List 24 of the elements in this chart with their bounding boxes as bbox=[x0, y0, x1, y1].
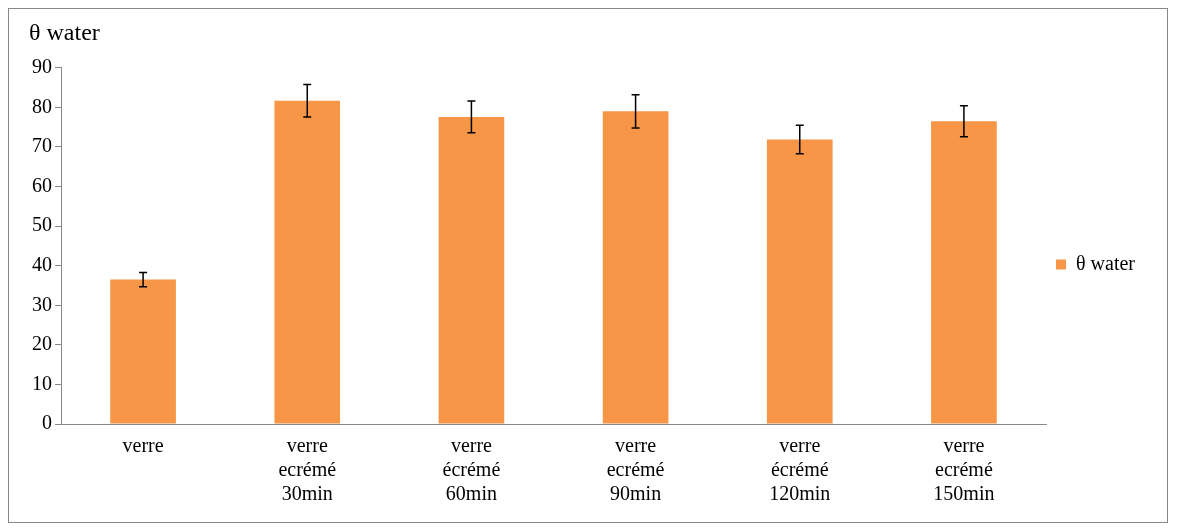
x-tick-label: verre écrémé 60min bbox=[442, 434, 501, 505]
y-tick-label: 80 bbox=[32, 94, 52, 117]
y-tick-label: 70 bbox=[32, 134, 52, 157]
y-tick-label: 10 bbox=[32, 371, 52, 394]
chart-title: θ water bbox=[29, 18, 100, 45]
y-tick-label: 50 bbox=[32, 213, 52, 236]
y-tick-label: 30 bbox=[32, 292, 52, 315]
x-tick-label: verre ecrémé 30min bbox=[278, 434, 337, 505]
x-tick-label: verre ecrémé 150min bbox=[933, 434, 995, 505]
y-tick-label: 20 bbox=[32, 332, 52, 355]
x-tick-label: verre ecrémé 90min bbox=[606, 434, 665, 505]
bar bbox=[602, 111, 669, 424]
y-tick-label: 40 bbox=[32, 252, 52, 275]
x-tick-label: verre bbox=[122, 434, 164, 457]
bar bbox=[766, 139, 833, 424]
bar bbox=[438, 116, 505, 424]
bar bbox=[274, 100, 341, 424]
legend-label: θ water bbox=[1076, 251, 1136, 274]
bar bbox=[110, 279, 176, 424]
bar bbox=[931, 121, 997, 424]
y-tick-label: 0 bbox=[42, 411, 52, 434]
y-tick-label: 90 bbox=[32, 55, 52, 78]
y-tick-label: 60 bbox=[32, 173, 52, 196]
x-tick-label: verre écrémé 120min bbox=[769, 434, 831, 505]
